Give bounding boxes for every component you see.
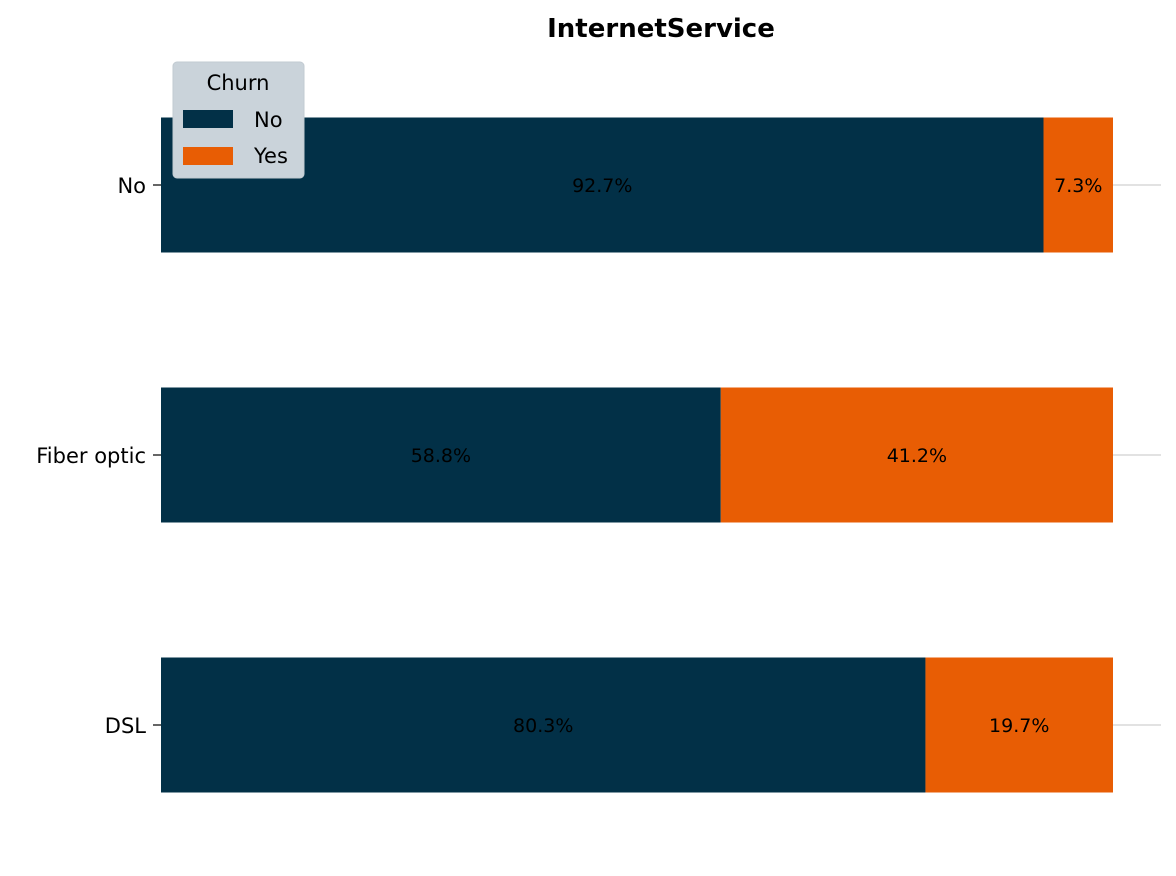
bar-label-fiber-optic-yes: 41.2% [887,445,947,467]
y-tick-label-fiber-optic: Fiber optic [36,444,146,468]
legend-label-yes: Yes [253,144,288,168]
bar-fiber-optic-no [161,387,721,523]
bar-label-no-no: 92.7% [572,175,632,197]
bar-no-no [161,117,1044,253]
legend-title: Churn [207,71,270,95]
bars: 92.7% 7.3% 58.8% 41.2% 80.3% 19.7% [161,117,1113,793]
chart-title: InternetService [547,14,775,44]
bar-no-yes [1043,117,1113,253]
y-axis: No Fiber optic DSL [36,174,161,738]
y-tick-label-no: No [117,174,146,198]
bar-dsl-yes [925,657,1113,793]
legend-swatch-no [183,110,233,128]
bar-fiber-optic-yes [720,387,1113,523]
legend-label-no: No [254,108,283,132]
legend-swatch-yes [183,147,233,165]
legend: Churn No Yes [172,61,305,179]
bar-label-dsl-no: 80.3% [513,715,573,737]
bar-dsl-no [161,657,926,793]
bar-label-no-yes: 7.3% [1054,175,1102,197]
bar-label-fiber-optic-no: 58.8% [411,445,471,467]
y-tick-label-dsl: DSL [105,714,147,738]
bar-label-dsl-yes: 19.7% [989,715,1049,737]
